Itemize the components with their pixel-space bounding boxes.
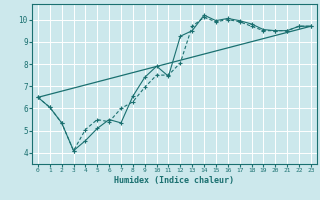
X-axis label: Humidex (Indice chaleur): Humidex (Indice chaleur) [115,176,234,185]
